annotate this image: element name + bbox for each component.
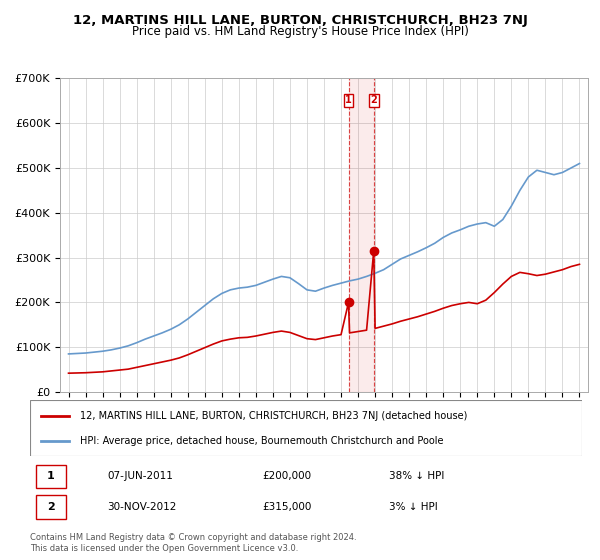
Text: 1: 1: [47, 471, 55, 481]
Bar: [349, 78, 374, 392]
Text: This data is licensed under the Open Government Licence v3.0.: This data is licensed under the Open Gov…: [30, 544, 298, 553]
FancyBboxPatch shape: [30, 400, 582, 456]
FancyBboxPatch shape: [35, 496, 66, 519]
FancyBboxPatch shape: [35, 465, 66, 488]
Text: £200,000: £200,000: [262, 471, 311, 481]
Text: £315,000: £315,000: [262, 502, 311, 512]
Text: 38% ↓ HPI: 38% ↓ HPI: [389, 471, 444, 481]
Text: 2: 2: [370, 95, 377, 105]
Text: 3% ↓ HPI: 3% ↓ HPI: [389, 502, 437, 512]
Text: 07-JUN-2011: 07-JUN-2011: [107, 471, 173, 481]
Text: Price paid vs. HM Land Registry's House Price Index (HPI): Price paid vs. HM Land Registry's House …: [131, 25, 469, 38]
Text: 2: 2: [47, 502, 55, 512]
Text: HPI: Average price, detached house, Bournemouth Christchurch and Poole: HPI: Average price, detached house, Bour…: [80, 436, 443, 446]
Text: 30-NOV-2012: 30-NOV-2012: [107, 502, 176, 512]
Text: 12, MARTINS HILL LANE, BURTON, CHRISTCHURCH, BH23 7NJ (detached house): 12, MARTINS HILL LANE, BURTON, CHRISTCHU…: [80, 411, 467, 421]
Text: Contains HM Land Registry data © Crown copyright and database right 2024.: Contains HM Land Registry data © Crown c…: [30, 533, 356, 542]
Text: 12, MARTINS HILL LANE, BURTON, CHRISTCHURCH, BH23 7NJ: 12, MARTINS HILL LANE, BURTON, CHRISTCHU…: [73, 14, 527, 27]
Text: 1: 1: [345, 95, 352, 105]
